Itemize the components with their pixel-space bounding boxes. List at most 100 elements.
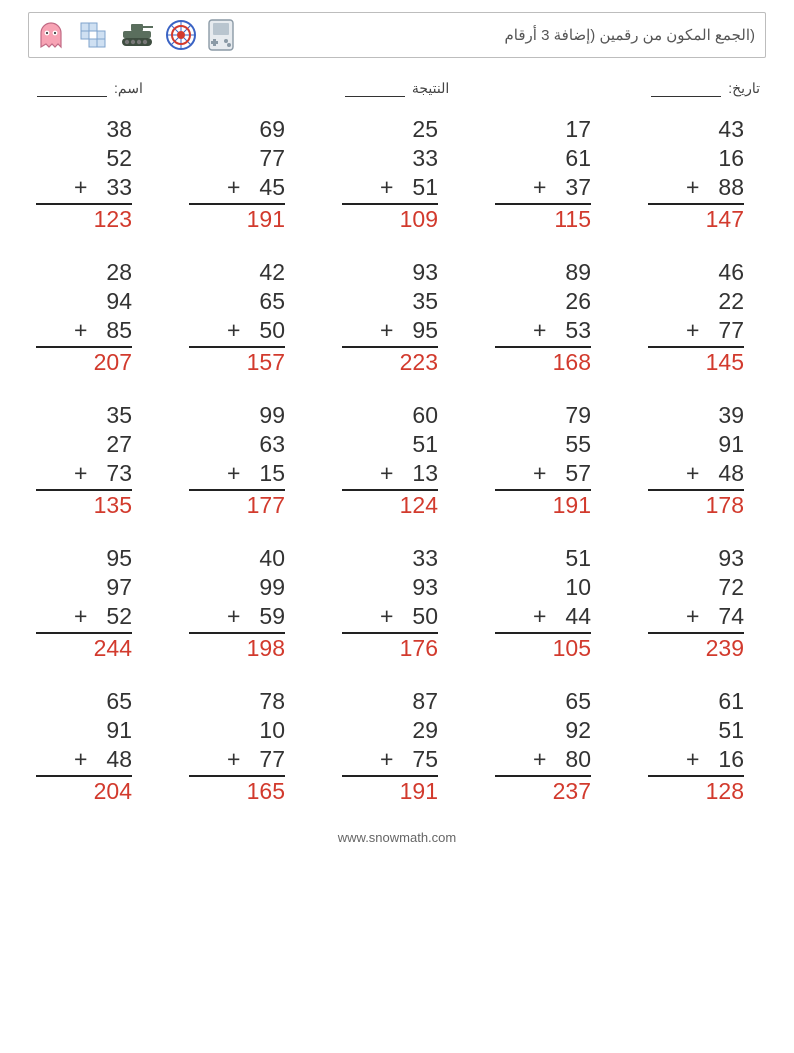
answer-value: 135 <box>90 491 132 520</box>
answer: 123 <box>36 205 132 234</box>
addend-last: +77 <box>648 316 744 345</box>
operator: + <box>227 602 243 631</box>
addend-last: +80 <box>495 745 591 774</box>
addend-value: 48 <box>90 745 132 774</box>
answer-value: 223 <box>396 348 438 377</box>
addend: 17 <box>495 115 591 144</box>
operator <box>74 430 90 459</box>
score-blank[interactable] <box>345 83 405 97</box>
answer-value: 128 <box>702 777 744 806</box>
problem-row: 65 91+48 204 78 10+77 165 87 29+75 191 6… <box>36 687 758 806</box>
addend: 55 <box>495 430 591 459</box>
addend: 46 <box>648 258 744 287</box>
operator <box>686 144 702 173</box>
operator: + <box>533 459 549 488</box>
addend: 40 <box>189 544 285 573</box>
operator <box>533 430 549 459</box>
addition-problem: 65 91+48 204 <box>36 687 146 806</box>
addend: 65 <box>36 687 132 716</box>
addend: 99 <box>189 401 285 430</box>
answer-value: 109 <box>396 205 438 234</box>
addend-last: +95 <box>342 316 438 345</box>
addend-value: 77 <box>702 316 744 345</box>
addend: 93 <box>342 258 438 287</box>
addend-value: 52 <box>90 602 132 631</box>
addend: 26 <box>495 287 591 316</box>
addend-value: 88 <box>702 173 744 202</box>
operator <box>74 573 90 602</box>
operator <box>686 287 702 316</box>
operator: + <box>74 602 90 631</box>
operator: + <box>380 745 396 774</box>
addend-last: +48 <box>36 745 132 774</box>
problem-row: 95 97+52 244 40 99+59 198 33 93+50 176 5… <box>36 544 758 663</box>
addend-value: 50 <box>243 316 285 345</box>
answer-value: 237 <box>549 777 591 806</box>
addition-problem: 89 26+53 168 <box>495 258 605 377</box>
addition-problem: 42 65+50 157 <box>189 258 299 377</box>
addend: 78 <box>189 687 285 716</box>
addend-value: 50 <box>396 602 438 631</box>
tank-icon <box>119 21 155 49</box>
operator: + <box>533 745 549 774</box>
addend-value: 42 <box>243 258 285 287</box>
addend-last: +59 <box>189 602 285 631</box>
addend: 65 <box>189 287 285 316</box>
addend-last: +88 <box>648 173 744 202</box>
answer: 191 <box>495 491 591 520</box>
answer: 168 <box>495 348 591 377</box>
addend-value: 75 <box>396 745 438 774</box>
operator: + <box>533 173 549 202</box>
operator <box>380 573 396 602</box>
operator: + <box>227 459 243 488</box>
addend-value: 89 <box>549 258 591 287</box>
addition-problem: 38 52+33 123 <box>36 115 146 234</box>
operator: + <box>227 745 243 774</box>
addend-last: +77 <box>189 745 285 774</box>
answer-value: 191 <box>243 205 285 234</box>
addition-problem: 69 77+45 191 <box>189 115 299 234</box>
answer-value: 168 <box>549 348 591 377</box>
operator <box>686 115 702 144</box>
gameboy-icon <box>207 18 235 52</box>
operator <box>74 287 90 316</box>
addend-value: 97 <box>90 573 132 602</box>
operator <box>380 144 396 173</box>
addition-problem: 95 97+52 244 <box>36 544 146 663</box>
addend-value: 74 <box>702 602 744 631</box>
addition-problem: 93 72+74 239 <box>648 544 758 663</box>
date-blank[interactable] <box>651 83 721 97</box>
addend-last: +51 <box>342 173 438 202</box>
operator <box>686 544 702 573</box>
addition-problem: 28 94+85 207 <box>36 258 146 377</box>
footer-link[interactable]: www.snowmath.com <box>28 830 766 845</box>
addend-value: 51 <box>549 544 591 573</box>
answer-value: 177 <box>243 491 285 520</box>
operator: + <box>686 602 702 631</box>
addend-last: +45 <box>189 173 285 202</box>
addend-value: 61 <box>549 144 591 173</box>
addend-value: 99 <box>243 573 285 602</box>
addition-problem: 35 27+73 135 <box>36 401 146 520</box>
addend: 69 <box>189 115 285 144</box>
addend-last: +57 <box>495 459 591 488</box>
addition-problem: 39 91+48 178 <box>648 401 758 520</box>
operator: + <box>686 173 702 202</box>
addition-problem: 17 61+37 115 <box>495 115 605 234</box>
addend: 22 <box>648 287 744 316</box>
operator: + <box>686 459 702 488</box>
addend: 92 <box>495 716 591 745</box>
addend: 79 <box>495 401 591 430</box>
addend-last: +50 <box>342 602 438 631</box>
answer-value: 204 <box>90 777 132 806</box>
operator: + <box>380 316 396 345</box>
operator <box>227 430 243 459</box>
addend: 77 <box>189 144 285 173</box>
operator <box>227 716 243 745</box>
operator: + <box>74 459 90 488</box>
addend-last: +75 <box>342 745 438 774</box>
operator <box>74 115 90 144</box>
answer: 128 <box>648 777 744 806</box>
addend-last: +16 <box>648 745 744 774</box>
name-blank[interactable] <box>37 83 107 97</box>
